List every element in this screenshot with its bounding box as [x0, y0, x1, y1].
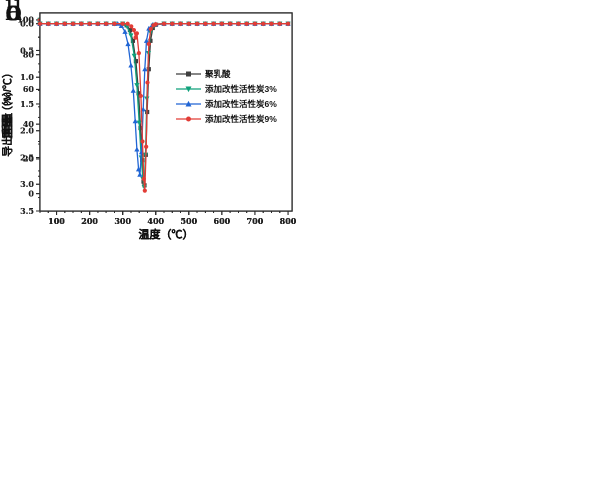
svg-text:400: 400	[147, 216, 164, 226]
svg-text:200: 200	[81, 216, 98, 226]
svg-text:600: 600	[214, 216, 231, 226]
legend-entry: 聚乳酸	[204, 69, 231, 79]
svg-text:2.0: 2.0	[20, 126, 34, 136]
svg-text:1.0: 1.0	[20, 72, 34, 82]
panel-label-b: b	[5, 0, 23, 27]
panel-label-a: a	[5, 0, 22, 27]
svg-text:40: 40	[23, 119, 35, 129]
chart-d-dtg-modified: 100 200 300 400 500 600 700 8000.00.51.01.52.02…	[0, 12, 297, 241]
svg-text:800: 800	[280, 216, 297, 226]
svg-text:100: 100	[17, 15, 34, 25]
panel-d: d 100 200 300 400 500 600 700 800 0.0 0.5 1.0 1.5 2.…	[0, 0, 300, 246]
svg-text:400: 400	[147, 216, 164, 226]
svg-text:500: 500	[180, 216, 197, 226]
svg-text:80: 80	[23, 49, 35, 59]
legend-entry: 添加改性活性炭9%	[205, 114, 277, 124]
svg-text:400: 400	[147, 216, 164, 226]
legend-entry: 添加改性活性炭3%	[205, 84, 277, 94]
svg-text:60: 60	[23, 84, 35, 94]
svg-text:100: 100	[48, 216, 65, 226]
svg-text:600: 600	[214, 216, 231, 226]
svg-text:700: 700	[247, 216, 264, 226]
svg-text:40: 40	[23, 119, 35, 129]
y-axis-label: 导出重量（%/℃）	[0, 67, 14, 157]
svg-text:3.5: 3.5	[20, 206, 34, 216]
svg-text:700: 700	[247, 216, 264, 226]
svg-text:1.0: 1.0	[20, 72, 34, 82]
svg-text:1.5: 1.5	[20, 99, 34, 109]
x-axis-label: 温度（℃）	[139, 227, 194, 241]
svg-text:500: 500	[180, 216, 197, 226]
svg-text:1.5: 1.5	[20, 99, 34, 109]
svg-text:0.0: 0.0	[20, 19, 34, 29]
svg-text:0: 0	[28, 188, 34, 198]
svg-text:3.0: 3.0	[20, 179, 34, 189]
svg-text:20: 20	[23, 154, 35, 164]
svg-text:600: 600	[214, 216, 231, 226]
svg-text:3.5: 3.5	[20, 206, 34, 216]
svg-text:800: 800	[280, 216, 297, 226]
svg-text:300: 300	[114, 216, 131, 226]
svg-text:100: 100	[48, 216, 65, 226]
svg-text:700: 700	[247, 216, 264, 226]
svg-text:20: 20	[23, 154, 35, 164]
svg-text:600: 600	[214, 216, 231, 226]
svg-text:0.0: 0.0	[20, 19, 34, 29]
svg-text:300: 300	[114, 216, 131, 226]
svg-text:300: 300	[114, 216, 131, 226]
svg-text:2.0: 2.0	[20, 126, 34, 136]
svg-text:300: 300	[114, 216, 131, 226]
svg-text:200: 200	[81, 216, 98, 226]
x-axis-label: 温度（℃）	[139, 227, 194, 241]
svg-text:800: 800	[280, 216, 297, 226]
panel-label-c: c	[5, 0, 21, 27]
svg-text:500: 500	[180, 216, 197, 226]
y-axis-label: 重量（%）	[0, 85, 14, 139]
svg-text:100: 100	[48, 216, 65, 226]
svg-text:200: 200	[81, 216, 98, 226]
svg-text:2.5: 2.5	[20, 152, 34, 162]
svg-text:800: 800	[280, 216, 297, 226]
svg-text:400: 400	[147, 216, 164, 226]
svg-text:100: 100	[48, 216, 65, 226]
svg-text:0.5: 0.5	[20, 45, 34, 55]
svg-text:0.5: 0.5	[20, 45, 34, 55]
svg-text:3.0: 3.0	[20, 179, 34, 189]
x-axis-label: 温度（℃）	[139, 227, 194, 241]
x-axis-label: 温度（℃）	[139, 227, 194, 241]
svg-text:200: 200	[81, 216, 98, 226]
svg-text:2.5: 2.5	[20, 152, 34, 162]
svg-text:500: 500	[180, 216, 197, 226]
svg-text:700: 700	[247, 216, 264, 226]
svg-text:80: 80	[23, 49, 35, 59]
panel-label-d: d	[5, 0, 23, 27]
legend-entry: 添加改性活性炭6%	[205, 99, 277, 109]
y-axis-label: 导出重量（%/℃）	[0, 67, 14, 157]
svg-text:0: 0	[28, 188, 34, 198]
svg-text:60: 60	[23, 84, 35, 94]
svg-text:100: 100	[17, 15, 34, 25]
y-axis-label: 重量（%）	[0, 85, 14, 139]
